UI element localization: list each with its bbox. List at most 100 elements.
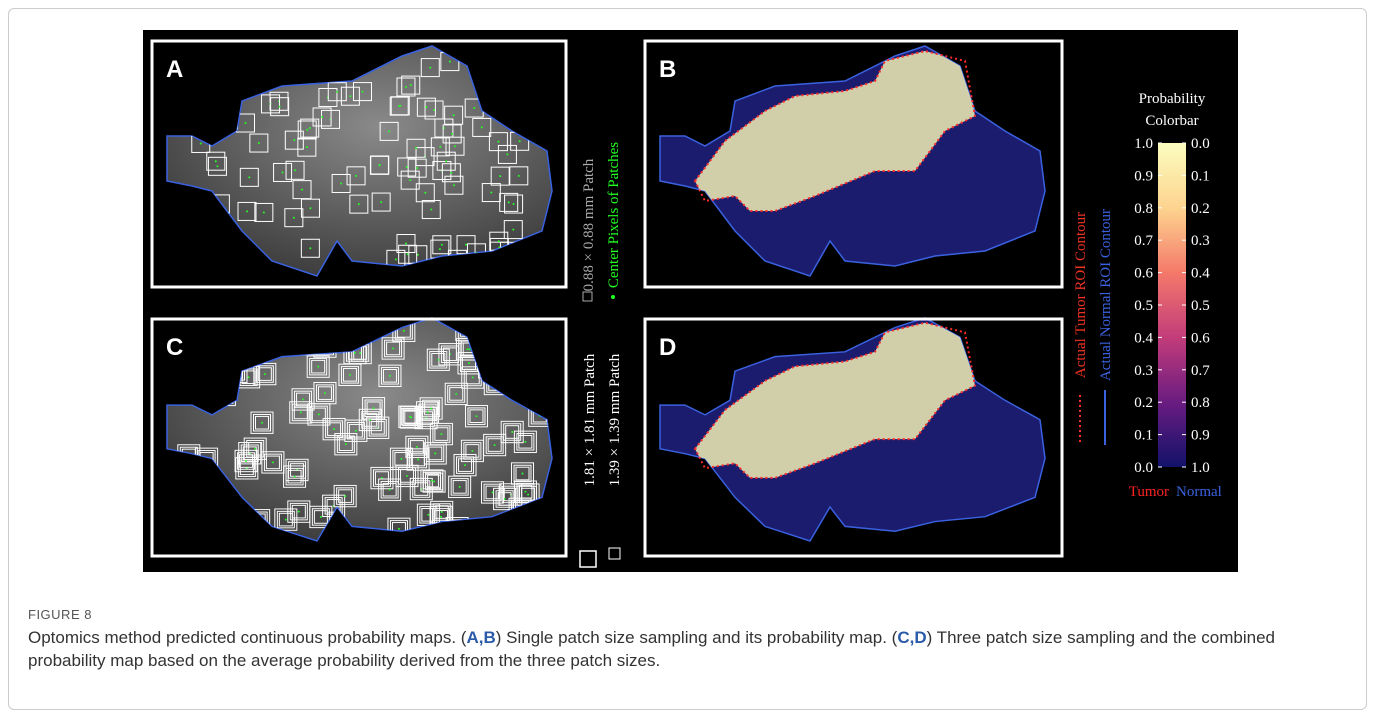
caption-panel-ref: C,D: [897, 628, 926, 647]
colorbar-tick-label: 0.1: [1191, 168, 1210, 184]
center-pixel: [400, 458, 402, 460]
center-pixel: [498, 240, 500, 242]
colorbar-tick-label: 0.4: [1134, 330, 1153, 346]
panel-label: A: [166, 56, 183, 83]
colorbar-tick-label: 1.0: [1134, 136, 1153, 152]
center-pixel: [344, 495, 346, 497]
center-pixel: [321, 116, 323, 118]
center-pixel: [405, 243, 407, 245]
center-pixel: [318, 413, 320, 415]
caption-text: ) Single patch size sampling and its pro…: [496, 628, 898, 647]
colorbar-tick-label: 0.9: [1191, 428, 1210, 444]
center-pixel: [455, 393, 457, 395]
center-pixel: [415, 147, 417, 149]
center-pixel: [430, 408, 432, 410]
center-pixel: [522, 473, 524, 475]
center-pixel: [431, 480, 433, 482]
legend-label: 0.88 × 0.88 mm Patch: [581, 158, 597, 291]
center-pixel: [294, 169, 296, 171]
center-pixel: [272, 461, 274, 463]
figure-caption: Optomics method predicted continuous pro…: [28, 626, 1348, 672]
center-pixel: [441, 511, 443, 513]
colorbar-tick-label: 0.7: [1134, 233, 1153, 249]
center-pixel: [465, 244, 467, 246]
center-pixel: [506, 153, 508, 155]
colorbar-tick-label: 0.5: [1134, 298, 1153, 314]
center-pixel: [298, 511, 300, 513]
center-pixel: [453, 114, 455, 116]
center-pixel: [445, 160, 447, 162]
colorbar-tick-label: 0.0: [1134, 460, 1153, 476]
center-pixel: [427, 411, 429, 413]
colorbar-tick-label: 0.8: [1134, 201, 1153, 217]
colorbar: [1158, 143, 1186, 467]
center-pixel: [282, 171, 284, 173]
center-pixel: [409, 416, 411, 418]
colorbar-tick-label: 0.9: [1134, 168, 1153, 184]
center-pixel: [361, 91, 363, 93]
colorbar-tick-label: 0.0: [1191, 136, 1210, 152]
center-pixel: [302, 398, 304, 400]
center-pixel: [389, 375, 391, 377]
center-pixel: [527, 494, 529, 496]
center-pixel: [309, 247, 311, 249]
center-pixel: [200, 142, 202, 144]
center-pixel: [379, 164, 381, 166]
colorbar-tick-label: 0.3: [1191, 233, 1210, 249]
legend-marker: [611, 295, 615, 299]
center-pixel: [524, 491, 526, 493]
center-pixel: [263, 211, 265, 213]
center-pixel: [409, 179, 411, 181]
colorbar-tick-label: 0.7: [1191, 363, 1210, 379]
center-pixel: [437, 359, 439, 361]
center-pixel: [324, 392, 326, 394]
panel-label: B: [659, 56, 676, 83]
colorbar-tick-label: 0.2: [1134, 395, 1153, 411]
center-pixel: [248, 376, 250, 378]
center-pixel: [373, 407, 375, 409]
center-pixel: [355, 430, 357, 432]
center-pixel: [395, 258, 397, 260]
center-pixel: [472, 377, 474, 379]
center-pixel: [354, 352, 356, 354]
center-pixel: [440, 516, 442, 518]
center-pixel: [293, 217, 295, 219]
center-pixel: [309, 127, 311, 129]
center-pixel: [508, 201, 510, 203]
colorbar-tick-label: 0.4: [1191, 266, 1210, 282]
center-pixel: [244, 122, 246, 124]
center-pixel: [524, 441, 526, 443]
center-pixel: [439, 248, 441, 250]
legend-label: Actual Tumor ROI Contour: [1073, 212, 1089, 378]
center-pixel: [497, 141, 499, 143]
center-pixel: [449, 61, 451, 63]
center-pixel: [406, 475, 408, 477]
center-pixel: [468, 362, 470, 364]
center-pixel: [340, 182, 342, 184]
center-pixel: [309, 207, 311, 209]
center-pixel: [490, 192, 492, 194]
center-pixel: [433, 109, 435, 111]
center-pixel: [416, 167, 418, 169]
center-pixel: [245, 460, 247, 462]
center-pixel: [450, 172, 452, 174]
center-pixel: [427, 514, 429, 516]
center-pixel: [513, 203, 515, 205]
center-pixel: [494, 444, 496, 446]
center-pixel: [333, 428, 335, 430]
center-pixel: [451, 133, 453, 135]
center-pixel: [512, 229, 514, 231]
colorbar-tick-label: 0.5: [1191, 298, 1210, 314]
center-pixel: [518, 175, 520, 177]
panel-label: D: [659, 334, 676, 361]
center-pixel: [388, 130, 390, 132]
center-pixel: [441, 244, 443, 246]
center-pixel: [407, 253, 409, 255]
center-pixel: [429, 67, 431, 69]
center-pixel: [481, 126, 483, 128]
center-pixel: [433, 481, 435, 483]
center-pixel: [440, 433, 442, 435]
center-pixel: [434, 452, 436, 454]
center-pixel: [453, 184, 455, 186]
